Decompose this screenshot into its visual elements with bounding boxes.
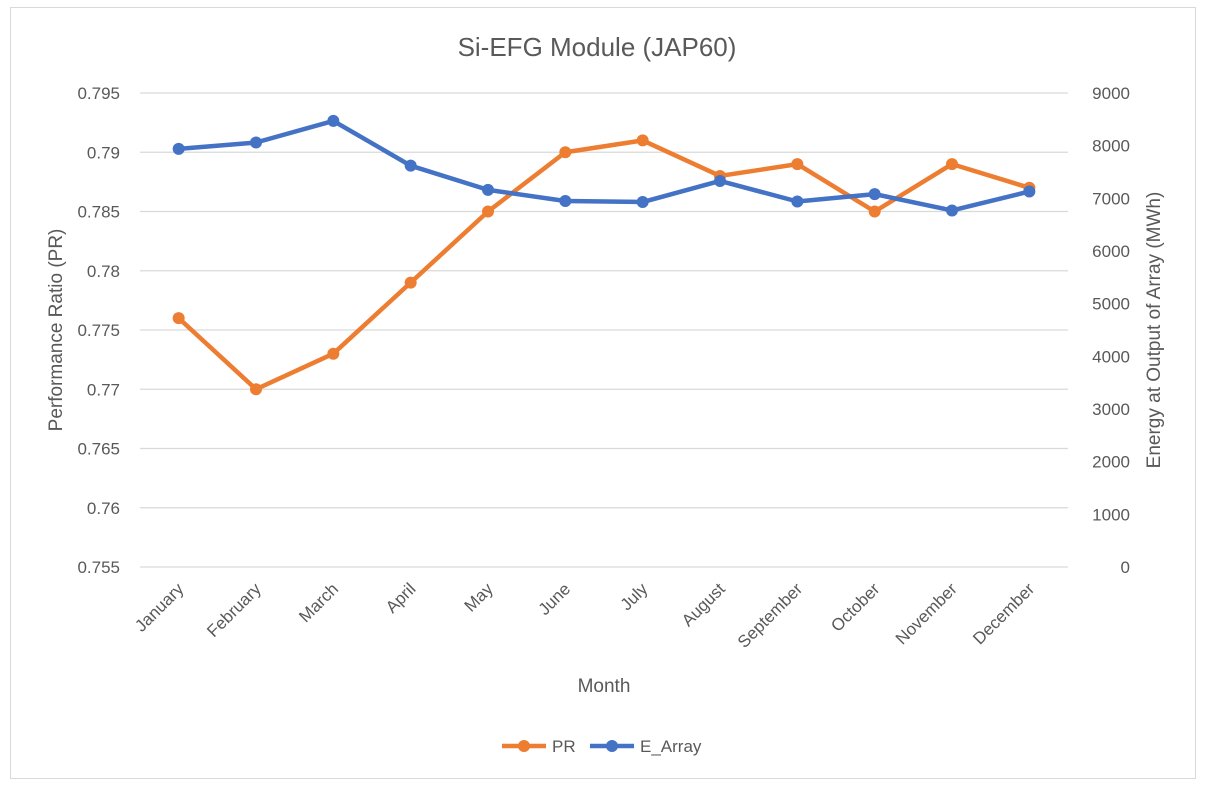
data-point <box>404 276 417 289</box>
left-axis-title: Performance Ratio (PR) <box>46 229 67 432</box>
data-point <box>250 136 262 149</box>
left-axis-ticks: 0.795 0.79 0.785 0.78 0.775 0.77 0.765 0.76 0.75… <box>77 84 120 577</box>
right-tick-label: 6000 <box>1092 242 1130 261</box>
data-point <box>172 312 185 325</box>
chart-title: Si-EFG Module (JAP60) <box>458 32 737 62</box>
x-tick-label: September <box>734 579 806 651</box>
x-tick-label: November <box>892 579 961 648</box>
x-tick-label: January <box>131 579 188 636</box>
data-point <box>404 159 417 172</box>
right-tick-label: 9000 <box>1092 84 1130 103</box>
x-tick-label: October <box>827 579 883 635</box>
data-point <box>636 134 649 147</box>
series-pr <box>172 134 1036 396</box>
data-point <box>482 183 494 196</box>
series-line <box>176 138 1032 392</box>
data-point <box>791 158 804 171</box>
x-tick-label: March <box>295 579 342 626</box>
data-point <box>172 142 185 155</box>
data-point <box>791 195 804 208</box>
legend-swatch-marker <box>518 740 530 752</box>
legend-label: E_Array <box>640 737 702 756</box>
x-tick-label: August <box>678 579 729 630</box>
data-point <box>482 205 494 218</box>
right-tick-label: 1000 <box>1092 505 1130 524</box>
x-axis-title: Month <box>578 676 631 697</box>
left-tick-label: 0.78 <box>87 262 120 281</box>
right-axis-ticks: 9000 8000 7000 6000 5000 4000 3000 2000 1000 0 <box>1092 84 1130 577</box>
x-tick-label: June <box>535 579 575 619</box>
x-axis-ticks: January February March April May June July Augu… <box>131 579 1038 652</box>
data-point <box>946 204 958 217</box>
right-tick-label: 5000 <box>1092 295 1130 314</box>
legend: PR E_Array <box>502 737 702 756</box>
x-tick-label: April <box>382 579 419 616</box>
data-point <box>868 205 881 218</box>
data-point <box>327 347 340 360</box>
gridlines <box>140 92 1068 568</box>
left-tick-label: 0.755 <box>77 558 120 577</box>
data-point <box>250 383 262 396</box>
right-tick-label: 2000 <box>1092 453 1130 472</box>
legend-label: PR <box>552 737 576 756</box>
left-tick-label: 0.76 <box>87 499 120 518</box>
left-tick-label: 0.765 <box>77 440 120 459</box>
right-axis-title: Energy at Output of Array (MWh) <box>1144 192 1165 469</box>
chart-frame <box>10 7 1196 779</box>
data-point <box>868 188 881 201</box>
left-tick-label: 0.79 <box>87 143 120 162</box>
legend-swatch-marker <box>606 740 618 752</box>
left-tick-label: 0.77 <box>87 380 120 399</box>
right-tick-label: 8000 <box>1092 137 1130 156</box>
right-tick-label: 0 <box>1121 558 1130 577</box>
data-point <box>327 114 340 127</box>
right-tick-label: 7000 <box>1092 189 1130 208</box>
data-point <box>1023 185 1036 198</box>
x-tick-label: July <box>617 579 652 614</box>
left-tick-label: 0.785 <box>77 203 120 222</box>
right-tick-label: 3000 <box>1092 400 1130 419</box>
x-tick-label: February <box>203 579 265 641</box>
x-tick-label: May <box>461 579 497 615</box>
data-point <box>559 146 572 159</box>
data-point <box>636 196 649 209</box>
series-e-array <box>172 114 1036 217</box>
data-point <box>559 194 572 207</box>
left-tick-label: 0.775 <box>77 321 120 340</box>
data-point <box>714 174 726 187</box>
data-point <box>946 158 958 171</box>
x-tick-label: December <box>969 579 1038 648</box>
series-layer <box>172 114 1036 396</box>
series-line <box>176 118 1032 213</box>
left-tick-label: 0.795 <box>77 84 120 103</box>
right-tick-label: 4000 <box>1092 347 1130 366</box>
